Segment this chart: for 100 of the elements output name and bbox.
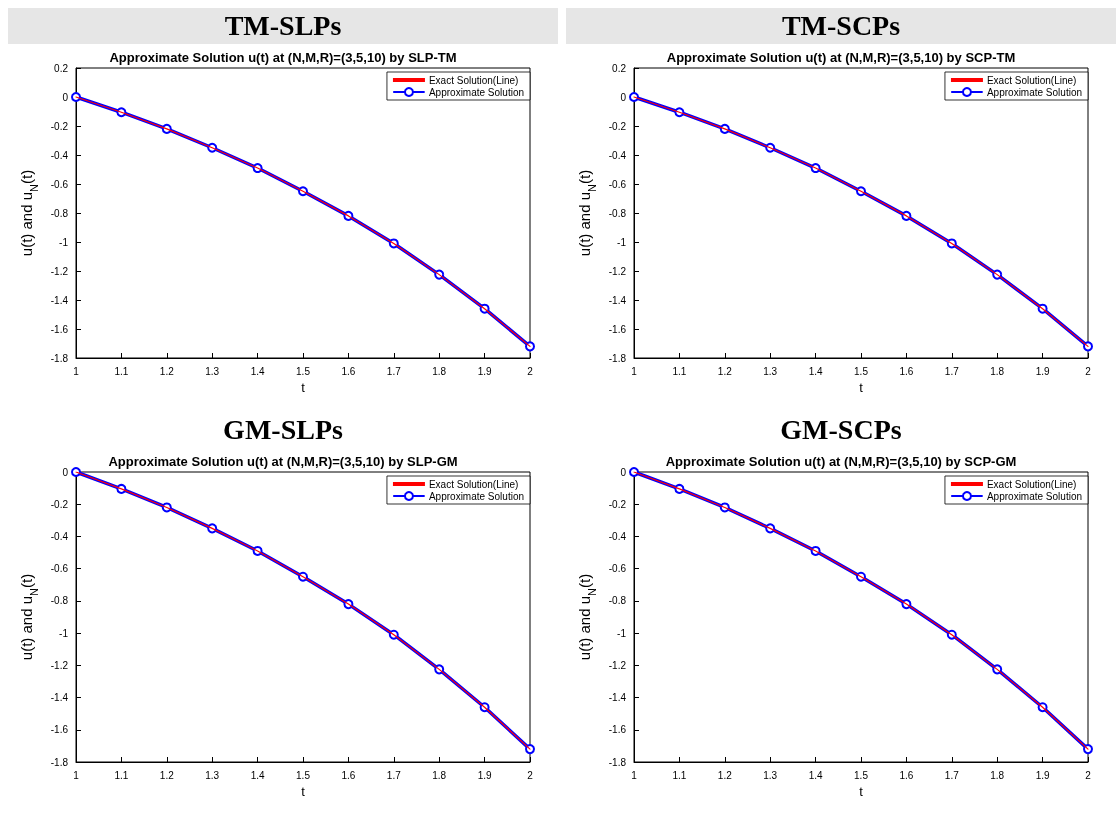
x-tick-label: 1.1	[114, 365, 129, 377]
y-tick-label: -1.8	[50, 756, 69, 768]
y-tick-label: -1.6	[608, 323, 627, 335]
x-tick-label: 2	[527, 365, 534, 377]
x-tick-label: 1.8	[432, 365, 447, 377]
y-tick-label: -1.2	[50, 659, 69, 671]
x-tick-label: 1.1	[114, 769, 129, 781]
y-tick-label: -1.6	[50, 724, 69, 736]
y-tick-label: 0	[62, 466, 69, 478]
y-tick-label: -1.6	[50, 323, 69, 335]
y-tick-label: -0.6	[50, 178, 69, 190]
x-tick-label: 1.6	[341, 365, 356, 377]
chart-subtitle: Approximate Solution u(t) at (N,M,R)=(3,5,10) by SCP-GM	[665, 454, 1017, 469]
y-tick-label: -1.2	[608, 659, 627, 671]
x-tick-label: 1.2	[717, 365, 733, 377]
x-axis-title: t	[301, 379, 306, 395]
y-tick-label: -1	[59, 627, 69, 639]
legend-label: Exact Solution(Line)	[428, 74, 519, 86]
x-tick-label: 1.1	[672, 769, 687, 781]
x-tick-label: 2	[1085, 769, 1092, 781]
x-tick-label: 1.3	[763, 365, 778, 377]
x-tick-label: 1	[73, 365, 80, 377]
x-axis-title: t	[859, 783, 864, 799]
y-tick-label: -0.2	[50, 120, 69, 132]
x-tick-label: 1.4	[808, 365, 823, 377]
legend-label: Exact Solution(Line)	[986, 478, 1077, 490]
legend-label: Exact Solution(Line)	[986, 74, 1077, 86]
y-axis-title: u(t) and uN(t)	[575, 573, 599, 661]
y-tick-label: -0.4	[608, 530, 627, 542]
x-tick-label: 1.7	[944, 365, 960, 377]
x-tick-label: 1.3	[205, 365, 220, 377]
x-tick-label: 1.8	[990, 365, 1005, 377]
y-tick-label: -0.6	[50, 563, 69, 575]
y-tick-label: -1	[617, 627, 627, 639]
y-tick-label: 0	[62, 91, 69, 103]
x-tick-label: 1.2	[159, 365, 175, 377]
x-tick-label: 1	[73, 769, 80, 781]
y-tick-label: -0.8	[608, 595, 627, 607]
x-tick-label: 1.9	[477, 769, 492, 781]
y-tick-label: -0.6	[608, 178, 627, 190]
y-tick-label: 0	[620, 91, 627, 103]
x-tick-label: 1.7	[944, 769, 960, 781]
x-tick-label: 2	[527, 769, 534, 781]
y-tick-label: -0.2	[608, 498, 627, 510]
x-tick-label: 1.7	[386, 365, 402, 377]
y-tick-label: -1.4	[608, 294, 627, 306]
y-tick-label: -0.4	[50, 149, 69, 161]
y-tick-label: -0.8	[50, 207, 69, 219]
chart-title: TM-SCPs	[566, 8, 1116, 44]
y-tick-label: -1	[59, 236, 69, 248]
y-tick-label: -0.2	[608, 120, 627, 132]
chart-title: TM-SLPs	[8, 8, 558, 44]
y-tick-label: 0.2	[612, 62, 627, 74]
chart-subtitle: Approximate Solution u(t) at (N,M,R)=(3,5,10) by SLP-GM	[108, 454, 458, 469]
y-tick-label: -1.8	[50, 352, 69, 364]
x-tick-label: 1.2	[159, 769, 175, 781]
x-tick-label: 1.4	[808, 769, 823, 781]
y-tick-label: -0.8	[608, 207, 627, 219]
y-tick-label: 0	[620, 466, 627, 478]
x-tick-label: 1.9	[1035, 365, 1050, 377]
x-tick-label: 1.8	[990, 769, 1005, 781]
y-tick-label: -1.2	[608, 265, 627, 277]
x-tick-label: 1.1	[672, 365, 687, 377]
x-tick-label: 1.5	[854, 365, 869, 377]
x-tick-label: 1	[631, 769, 638, 781]
chart-subtitle: Approximate Solution u(t) at (N,M,R)=(3,5,10) by SCP-TM	[666, 50, 1016, 65]
chart-title: GM-SCPs	[566, 412, 1116, 448]
x-tick-label: 1.7	[386, 769, 402, 781]
x-tick-label: 1.5	[296, 769, 311, 781]
y-tick-label: -0.2	[50, 498, 69, 510]
x-tick-label: 1.6	[899, 769, 914, 781]
x-tick-label: 1.9	[1035, 769, 1050, 781]
x-tick-label: 1.3	[205, 769, 220, 781]
x-tick-label: 1.6	[899, 365, 914, 377]
y-tick-label: -1.8	[608, 352, 627, 364]
y-tick-label: -0.8	[50, 595, 69, 607]
x-tick-label: 1.3	[763, 769, 778, 781]
legend-label: Exact Solution(Line)	[428, 478, 519, 490]
y-tick-label: -1.4	[608, 692, 627, 704]
x-tick-label: 1.5	[854, 769, 869, 781]
y-tick-label: -1	[617, 236, 627, 248]
y-tick-label: -1.4	[50, 294, 69, 306]
y-axis-title: u(t) and uN(t)	[17, 169, 41, 257]
legend-label: Approximate Solution	[428, 86, 525, 98]
y-tick-label: -1.8	[608, 756, 627, 768]
y-tick-label: -0.4	[608, 149, 627, 161]
chart-title: GM-SLPs	[8, 412, 558, 448]
y-axis-title: u(t) and uN(t)	[17, 573, 41, 661]
x-tick-label: 2	[1085, 365, 1092, 377]
y-tick-label: -1.6	[608, 724, 627, 736]
y-tick-label: 0.2	[54, 62, 69, 74]
y-tick-label: -1.2	[50, 265, 69, 277]
x-tick-label: 1.9	[477, 365, 492, 377]
x-tick-label: 1.8	[432, 769, 447, 781]
x-tick-label: 1	[631, 365, 638, 377]
x-tick-label: 1.2	[717, 769, 733, 781]
y-tick-label: -0.6	[608, 563, 627, 575]
x-axis-title: t	[859, 379, 864, 395]
x-axis-title: t	[301, 783, 306, 799]
x-tick-label: 1.4	[250, 769, 265, 781]
